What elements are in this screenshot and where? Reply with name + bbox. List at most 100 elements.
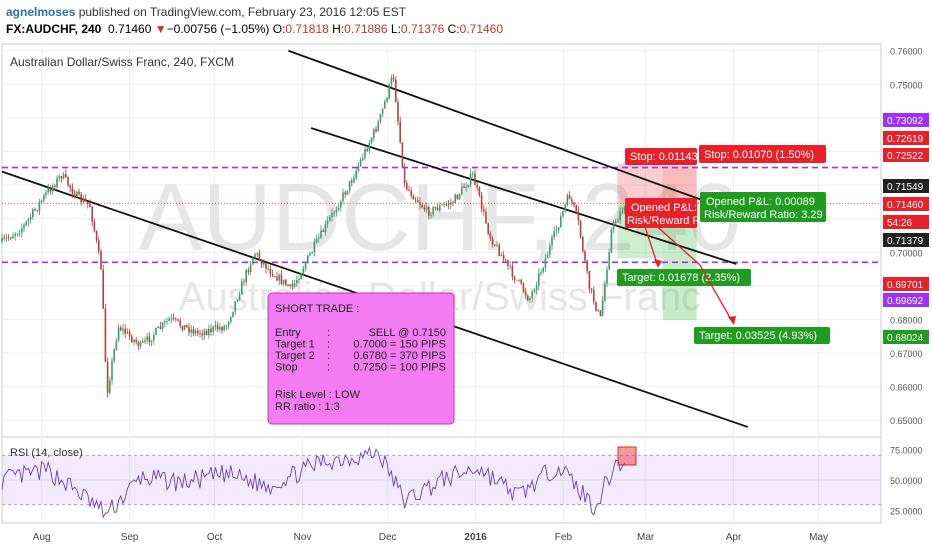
candle-body	[115, 340, 118, 350]
candle-body	[73, 193, 76, 197]
channel-upper-line[interactable]	[288, 49, 717, 207]
y-tick-label: 0.65000	[890, 416, 923, 426]
candle-body	[142, 341, 144, 343]
price-axis-label[interactable]: 0.71549	[883, 179, 929, 193]
candle-body	[223, 325, 225, 331]
stop-label-1-bg[interactable]	[625, 148, 697, 165]
price-axis-label-bg[interactable]	[883, 179, 929, 193]
price-axis-label[interactable]: 0.72619	[883, 131, 929, 145]
candle-body	[456, 194, 459, 199]
candle-body	[102, 269, 104, 309]
pnl-label-1[interactable]: Opened P&L: Risk/Reward Ra	[625, 198, 707, 228]
candle-body	[183, 325, 186, 331]
price-axis-label-bg[interactable]	[883, 233, 929, 247]
candle-body	[551, 237, 553, 246]
price-axis-label-bg[interactable]	[883, 113, 929, 127]
candle-body	[265, 262, 267, 269]
low-label: L:	[390, 22, 401, 36]
candle-body	[593, 289, 595, 302]
candle-body	[443, 204, 445, 205]
candle-body	[62, 174, 65, 179]
stop-label-1[interactable]: Stop: 0.01143	[625, 148, 698, 165]
channel-middle-line[interactable]	[310, 127, 737, 265]
pnl-label-2-bg[interactable]	[700, 192, 826, 222]
candle-body	[164, 321, 166, 323]
candle-body	[168, 318, 170, 321]
price-axis-label-text: 0.68024	[887, 333, 924, 344]
price-axis-label-text: 0.71460	[887, 200, 924, 211]
note-box[interactable]	[267, 292, 455, 425]
price-axis-label-bg[interactable]	[883, 277, 929, 291]
candle-body	[76, 191, 78, 197]
arrow-head-2	[728, 316, 736, 325]
candle-body	[300, 273, 302, 280]
target-label-2-bg[interactable]	[694, 327, 830, 344]
price-axis-label[interactable]: 0.68024	[883, 330, 929, 344]
price-axis-label-bg[interactable]	[883, 215, 929, 229]
rsi-line	[1, 445, 625, 519]
candle-body	[575, 205, 577, 211]
rsi-highlight-box[interactable]	[617, 446, 637, 466]
candle-body	[232, 311, 234, 318]
candle-body	[307, 255, 309, 264]
candle-body	[131, 336, 133, 343]
price-axis-label[interactable]: 54:26	[883, 215, 929, 229]
candle-body	[419, 202, 421, 206]
target-label-2[interactable]: Target: 0.03525 (4.93%)	[694, 327, 830, 344]
price-axis-label[interactable]: 0.73092	[883, 113, 929, 127]
candle-body	[175, 318, 177, 320]
candle-body	[219, 327, 221, 330]
candle-body	[527, 295, 529, 301]
candle-body	[172, 318, 175, 319]
position-labels[interactable]: Stop: 0.01143 Stop: 0.01070 (1.50%) Opened…	[617, 145, 830, 344]
stop-label-2-bg[interactable]	[699, 145, 826, 163]
stop-label-1-text: Stop: 0.01143	[630, 151, 698, 163]
candle-body	[395, 79, 397, 102]
candle-body	[364, 149, 366, 158]
price-axis-label-bg[interactable]	[883, 330, 929, 344]
stop-label-2[interactable]: Stop: 0.01070 (1.50%)	[699, 145, 826, 163]
candle-body	[199, 332, 201, 334]
candle-body	[586, 260, 588, 272]
candle-body	[606, 269, 608, 284]
rsi-tick-label: 75.0000	[890, 445, 923, 455]
note-row-sep: :	[327, 339, 330, 351]
price-axis-label-bg[interactable]	[883, 293, 929, 307]
price-axis-label-bg[interactable]	[883, 148, 929, 162]
candle-body	[65, 174, 67, 178]
price-axis-label[interactable]: 0.71379	[883, 233, 929, 247]
candle-body	[410, 190, 412, 196]
candle-body	[322, 230, 324, 232]
price-axis-label[interactable]: 0.69692	[883, 293, 929, 307]
candle-body	[100, 251, 102, 270]
candle-body	[186, 325, 188, 327]
candle-body	[249, 264, 252, 272]
author-link[interactable]: agnelmoses	[6, 5, 76, 19]
candle-body	[309, 253, 311, 256]
x-tick-label: Apr	[726, 532, 742, 543]
symbol-name[interactable]: FX:AUDCHF, 240	[6, 22, 102, 36]
x-tick-label: Dec	[379, 532, 397, 543]
trade-note[interactable]: SHORT TRADE : Entry: SELL @ 0.7150 Target 1…	[267, 292, 455, 425]
candle-body	[23, 224, 25, 229]
price-axis-label[interactable]: 0.72522	[883, 148, 929, 162]
price-axis-label-bg[interactable]	[883, 131, 929, 145]
candle-body	[472, 173, 474, 175]
candle-body	[346, 190, 349, 195]
price-axis-label[interactable]: 0.71460	[883, 197, 929, 211]
arrow-target-2	[642, 213, 734, 324]
target-label-1[interactable]: Target: 0.01678 (2.35%)	[617, 269, 751, 286]
candle-body	[474, 173, 476, 186]
candle-body	[153, 335, 155, 341]
target-label-1-bg[interactable]	[617, 269, 751, 286]
price-axis-label-bg[interactable]	[883, 197, 929, 211]
candle-body	[274, 276, 276, 278]
price-axis-label[interactable]: 0.69701	[883, 277, 929, 291]
candle-body	[27, 219, 30, 222]
candle-body	[318, 237, 320, 239]
candle-body	[128, 331, 131, 337]
candle-body	[436, 208, 439, 211]
candle-body	[467, 184, 470, 187]
